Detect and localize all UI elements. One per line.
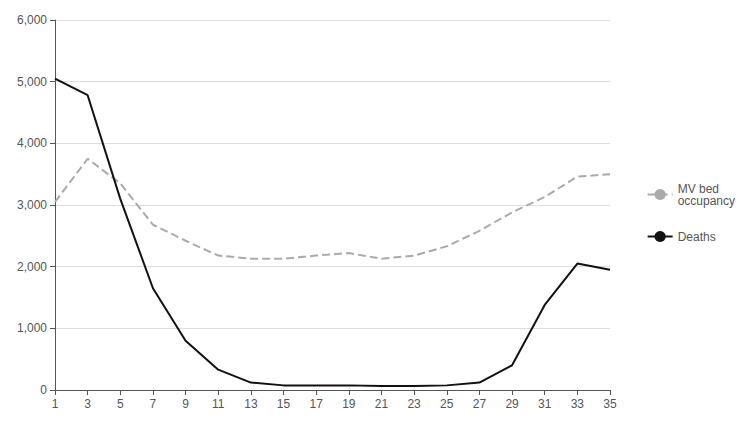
svg-text:1: 1 [52,397,59,411]
svg-text:27: 27 [473,397,487,411]
svg-text:5,000: 5,000 [17,75,47,89]
svg-text:7: 7 [150,397,157,411]
svg-text:4,000: 4,000 [17,136,47,150]
svg-text:Deaths: Deaths [678,230,716,244]
svg-text:2,000: 2,000 [17,260,47,274]
svg-text:3: 3 [84,397,91,411]
svg-text:17: 17 [309,397,323,411]
svg-text:35: 35 [603,397,617,411]
svg-text:31: 31 [538,397,552,411]
svg-text:6,000: 6,000 [17,13,47,27]
svg-text:11: 11 [212,397,225,411]
svg-text:23: 23 [407,397,421,411]
svg-text:21: 21 [375,397,389,411]
svg-text:33: 33 [571,397,585,411]
svg-text:9: 9 [182,397,189,411]
svg-text:29: 29 [505,397,519,411]
svg-text:occupancy: occupancy [678,194,735,208]
svg-text:0: 0 [40,383,47,397]
svg-text:3,000: 3,000 [17,198,47,212]
svg-text:25: 25 [440,397,454,411]
svg-text:5: 5 [117,397,124,411]
svg-text:15: 15 [277,397,291,411]
svg-text:1,000: 1,000 [17,321,47,335]
svg-text:13: 13 [244,397,258,411]
svg-text:19: 19 [342,397,356,411]
svg-text:MV bed: MV bed [677,181,719,196]
